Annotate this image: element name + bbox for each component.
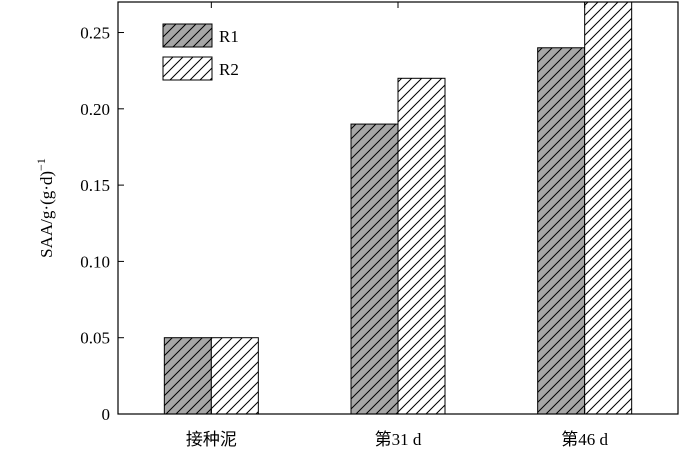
legend: R1 R2 — [162, 23, 239, 81]
x-tick-label: 第46 d — [561, 430, 608, 449]
bar-r2-2 — [584, 1, 633, 415]
y-axis-label: SAA/g·(g·d)−1 — [34, 158, 56, 258]
legend-swatch-r1 — [162, 23, 213, 48]
plot-frame — [117, 1, 679, 415]
bar-r2-0 — [210, 337, 259, 415]
bar-r1-2 — [537, 47, 586, 415]
y-tick-label: 0.25 — [80, 24, 110, 43]
x-tick-label: 第31 d — [375, 430, 422, 449]
y-tick-label: 0.20 — [80, 100, 110, 119]
bar-r1-0 — [163, 337, 212, 415]
y-axis-label-superscript: −1 — [34, 158, 48, 171]
y-tick-label: 0.10 — [80, 252, 110, 271]
legend-label-r1: R1 — [219, 27, 239, 46]
x-tick-label: 接种泥 — [186, 430, 237, 449]
y-tick-label: 0.15 — [80, 176, 110, 195]
plot-area: 0 0.05 0.10 0.15 0.20 0.25 接种泥 第31 d 第46 d — [80, 1, 633, 449]
y-tick-label: 0.05 — [80, 329, 110, 348]
legend-label-r2: R2 — [219, 60, 239, 79]
y-tick-label: 0 — [102, 405, 111, 424]
bar-r1-1 — [350, 123, 399, 415]
legend-swatch-r2 — [162, 56, 213, 81]
bar-r2-1 — [397, 77, 446, 415]
